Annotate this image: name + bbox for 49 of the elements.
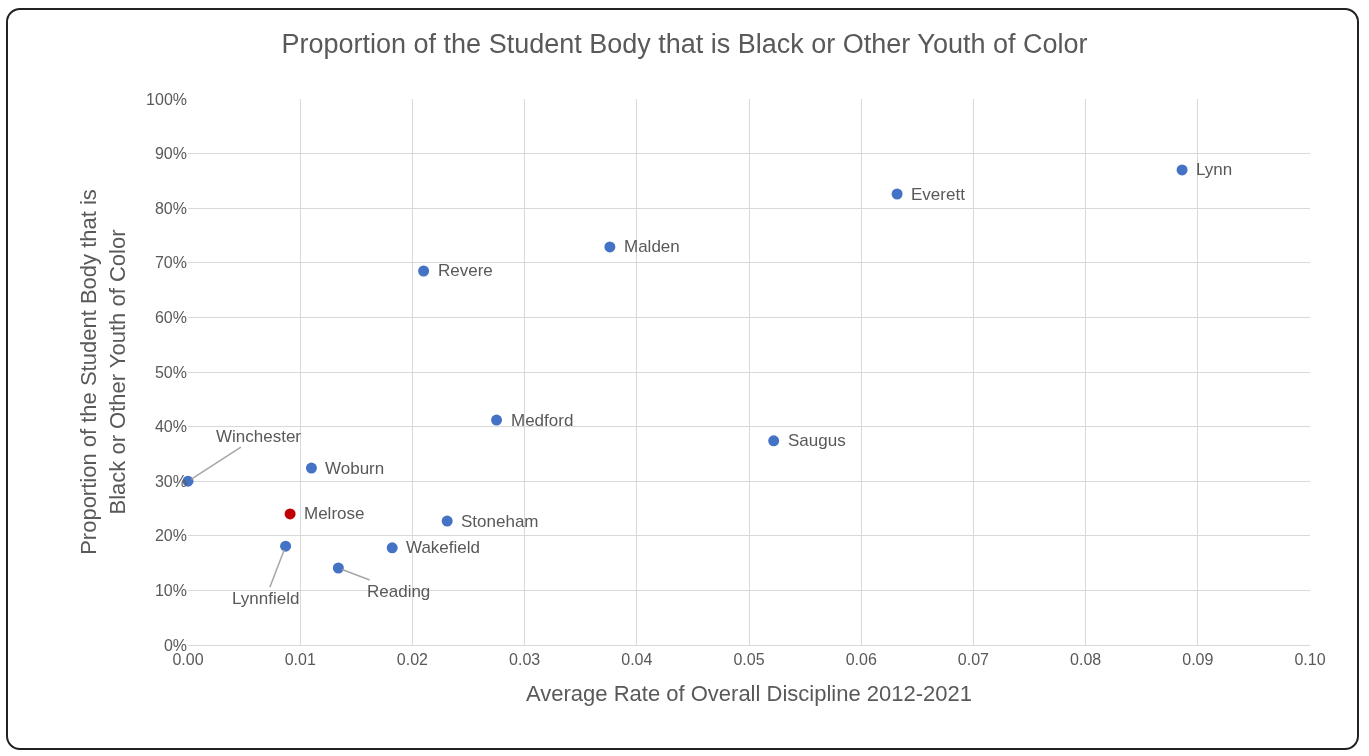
point bbox=[441, 515, 453, 527]
x-tick-label: 0.10 bbox=[1294, 651, 1326, 669]
y-axis-title: Proportion of the Student Body that is Black or Other Youth of Color bbox=[76, 189, 130, 555]
x-tick-label: 0.07 bbox=[957, 651, 990, 669]
series-label: Reading bbox=[367, 582, 431, 601]
x-tick-label: 0.05 bbox=[733, 651, 765, 669]
x-tick-label: 0.04 bbox=[621, 651, 653, 669]
y-tick-label: 50% bbox=[154, 363, 187, 381]
y-tick-label: 20% bbox=[154, 527, 187, 545]
series-label: Stoneham bbox=[461, 512, 539, 531]
chart-title: Proportion of the Student Body that is Black or Other Youth of Color bbox=[281, 28, 1088, 59]
y-tick-label: 100% bbox=[146, 90, 187, 108]
y-tick-label: 70% bbox=[154, 254, 187, 272]
y-tick-label: 80% bbox=[154, 199, 187, 217]
x-tick-label: 0.06 bbox=[845, 651, 877, 669]
x-tick-label: 0.00 bbox=[172, 651, 204, 669]
x-tick-label: 0.08 bbox=[1070, 651, 1102, 669]
series-label: Lynn bbox=[1196, 160, 1233, 179]
series-label: Melrose bbox=[304, 504, 365, 523]
point bbox=[386, 542, 398, 554]
series-label: Medford bbox=[511, 411, 574, 430]
x-tick-label: 0.02 bbox=[396, 651, 429, 669]
text: Lynnfield bbox=[232, 589, 300, 608]
series-label: Wakefield bbox=[406, 538, 481, 557]
x-tick-label: 0.09 bbox=[1182, 651, 1214, 669]
series-label: Everett bbox=[911, 185, 966, 204]
text: Winchester bbox=[216, 427, 302, 446]
point bbox=[280, 540, 292, 552]
point bbox=[1176, 164, 1188, 176]
series-label: Woburn bbox=[325, 459, 385, 478]
y-tick-label: 40% bbox=[154, 418, 187, 436]
point bbox=[418, 265, 430, 277]
point bbox=[284, 508, 296, 520]
point bbox=[332, 562, 344, 574]
point bbox=[891, 188, 903, 200]
y-tick-label: 10% bbox=[154, 582, 187, 599]
series-label: Revere bbox=[438, 261, 493, 280]
series-label: Saugus bbox=[788, 431, 846, 450]
y-tick-label: 90% bbox=[154, 145, 187, 163]
series-label: Malden bbox=[624, 237, 680, 256]
x-axis-title: Average Rate of Overall Discipline 2012-2021 bbox=[526, 681, 972, 707]
y-tick-label: 60% bbox=[154, 309, 187, 326]
x-tick-label: 0.03 bbox=[509, 651, 541, 669]
point bbox=[305, 462, 317, 474]
y-tick-label: 0% bbox=[163, 636, 187, 654]
x-tick-label: 0.01 bbox=[284, 651, 316, 669]
point bbox=[768, 435, 780, 447]
point bbox=[604, 241, 616, 253]
point bbox=[491, 414, 503, 426]
